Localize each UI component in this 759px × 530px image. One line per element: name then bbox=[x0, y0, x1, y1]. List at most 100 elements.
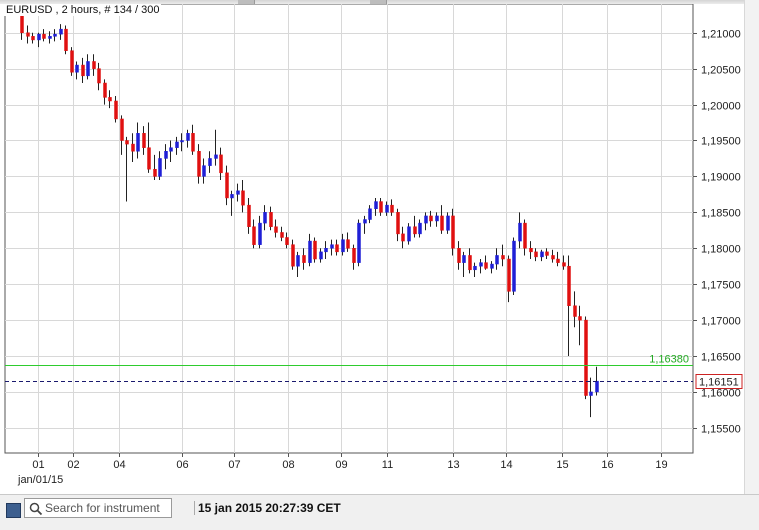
candle-down[interactable] bbox=[440, 215, 444, 231]
candle-down[interactable] bbox=[252, 226, 256, 245]
candle-down[interactable] bbox=[114, 100, 118, 120]
candle-down[interactable] bbox=[551, 255, 555, 260]
candle-down[interactable] bbox=[274, 226, 278, 233]
candle-up[interactable] bbox=[308, 240, 312, 263]
candle-down[interactable] bbox=[197, 151, 201, 177]
candle-down[interactable] bbox=[153, 168, 157, 177]
candle-down[interactable] bbox=[280, 232, 284, 238]
candle-down[interactable] bbox=[352, 248, 356, 263]
candle-down[interactable] bbox=[103, 82, 107, 98]
candle-up[interactable] bbox=[180, 140, 184, 143]
candle-down[interactable] bbox=[291, 244, 295, 267]
candle-down[interactable] bbox=[269, 212, 273, 227]
candle-up[interactable] bbox=[363, 219, 367, 224]
candle-up[interactable] bbox=[230, 194, 234, 199]
candle-down[interactable] bbox=[379, 201, 383, 213]
candle-up[interactable] bbox=[296, 255, 300, 267]
candle-up[interactable] bbox=[330, 244, 334, 249]
instrument-search-box[interactable] bbox=[24, 498, 172, 518]
candle-down[interactable] bbox=[484, 262, 488, 269]
candle-up[interactable] bbox=[48, 36, 52, 39]
candle-up[interactable] bbox=[357, 222, 361, 263]
candle-down[interactable] bbox=[529, 248, 533, 253]
candle-down[interactable] bbox=[247, 204, 251, 227]
candle-up[interactable] bbox=[158, 158, 162, 177]
candle-down[interactable] bbox=[42, 33, 46, 39]
vertical-scrollbar[interactable] bbox=[744, 0, 759, 494]
candle-up[interactable] bbox=[341, 239, 345, 253]
candle-down[interactable] bbox=[507, 258, 511, 292]
candle-up[interactable] bbox=[86, 61, 90, 77]
candle-down[interactable] bbox=[457, 248, 461, 263]
candle-up[interactable] bbox=[263, 212, 267, 224]
candle-up[interactable] bbox=[479, 262, 483, 267]
candle-up[interactable] bbox=[385, 204, 389, 213]
candle-up[interactable] bbox=[495, 255, 499, 265]
candle-up[interactable] bbox=[186, 133, 190, 141]
candle-down[interactable] bbox=[451, 215, 455, 249]
candle-down[interactable] bbox=[556, 258, 560, 263]
price-chart[interactable]: 1,21000 1,20500 1,20000 1,19500 1,19000 1,185… bbox=[0, 0, 744, 494]
candle-up[interactable] bbox=[324, 248, 328, 253]
candle-down[interactable] bbox=[285, 237, 289, 245]
toolbar-handle[interactable] bbox=[370, 0, 387, 4]
candle-down[interactable] bbox=[81, 64, 85, 77]
candle-down[interactable] bbox=[313, 240, 317, 260]
candle-down[interactable] bbox=[97, 68, 101, 84]
candle-down[interactable] bbox=[302, 255, 306, 263]
search-input[interactable] bbox=[45, 500, 169, 516]
candle-down[interactable] bbox=[501, 255, 505, 260]
candle-down[interactable] bbox=[120, 118, 124, 141]
candle-up[interactable] bbox=[59, 28, 63, 35]
candle-up[interactable] bbox=[164, 151, 168, 159]
candle-down[interactable] bbox=[241, 190, 245, 206]
candle-up[interactable] bbox=[407, 226, 411, 242]
candle-up[interactable] bbox=[175, 141, 179, 148]
candle-up[interactable] bbox=[424, 215, 428, 224]
candle-down[interactable] bbox=[584, 319, 588, 396]
candle-up[interactable] bbox=[136, 133, 140, 152]
candle-up[interactable] bbox=[589, 391, 593, 396]
candle-down[interactable] bbox=[390, 204, 394, 213]
candle-up[interactable] bbox=[462, 255, 466, 263]
candle-down[interactable] bbox=[567, 265, 571, 306]
candle-up[interactable] bbox=[435, 215, 439, 222]
candle-up[interactable] bbox=[518, 222, 522, 242]
candle-up[interactable] bbox=[368, 208, 372, 220]
candle-down[interactable] bbox=[401, 233, 405, 242]
candle-down[interactable] bbox=[225, 172, 229, 199]
candle-down[interactable] bbox=[346, 239, 350, 249]
candle-up[interactable] bbox=[53, 33, 57, 37]
candle-down[interactable] bbox=[429, 215, 433, 222]
candle-down[interactable] bbox=[125, 140, 129, 145]
candle-down[interactable] bbox=[219, 154, 223, 174]
status-square-icon[interactable] bbox=[6, 503, 21, 518]
candle-up[interactable] bbox=[490, 263, 494, 269]
candle-up[interactable] bbox=[319, 251, 323, 260]
candle-down[interactable] bbox=[562, 262, 566, 267]
candle-down[interactable] bbox=[191, 133, 195, 152]
candle-down[interactable] bbox=[396, 212, 400, 235]
candle-down[interactable] bbox=[92, 61, 96, 69]
candle-up[interactable] bbox=[512, 240, 516, 292]
candle-up[interactable] bbox=[446, 215, 450, 231]
candle-up[interactable] bbox=[595, 380, 599, 393]
candle-down[interactable] bbox=[578, 316, 582, 321]
candle-down[interactable] bbox=[142, 133, 146, 148]
toolbar-handle[interactable] bbox=[238, 0, 255, 4]
candle-down[interactable] bbox=[523, 222, 527, 249]
candle-down[interactable] bbox=[108, 97, 112, 102]
candle-down[interactable] bbox=[573, 305, 577, 317]
candle-up[interactable] bbox=[374, 201, 378, 209]
candle-down[interactable] bbox=[468, 255, 472, 271]
candle-down[interactable] bbox=[131, 143, 135, 152]
candle-down[interactable] bbox=[26, 32, 30, 37]
candle-down[interactable] bbox=[147, 147, 151, 170]
candle-up[interactable] bbox=[540, 251, 544, 258]
candle-down[interactable] bbox=[545, 251, 549, 256]
candle-up[interactable] bbox=[258, 222, 262, 245]
chart-area[interactable]: 1,21000 1,20500 1,20000 1,19500 1,19000 1,185… bbox=[0, 0, 759, 494]
candle-down[interactable] bbox=[534, 251, 538, 258]
candle-up[interactable] bbox=[169, 147, 173, 152]
candle-down[interactable] bbox=[31, 36, 35, 41]
